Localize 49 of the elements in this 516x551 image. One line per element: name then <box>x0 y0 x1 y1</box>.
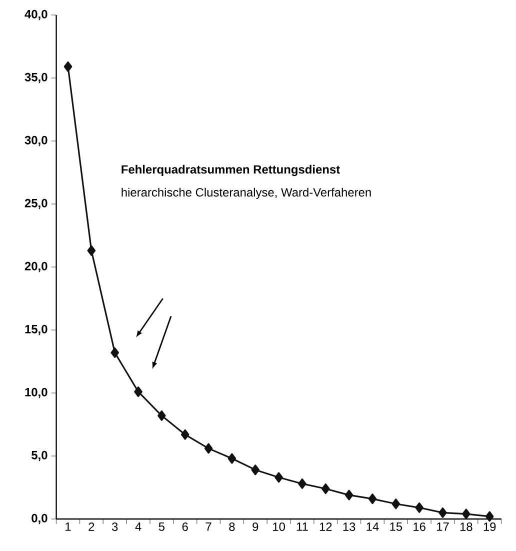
point <box>110 347 120 358</box>
point <box>158 410 166 421</box>
point <box>228 453 236 464</box>
x-tick-label: 7 <box>206 522 212 531</box>
y-tick-label: 10,0 <box>25 388 48 398</box>
y-tick-label: 25,0 <box>24 198 48 210</box>
x-tick-label: 18 <box>460 522 472 531</box>
point <box>180 429 190 440</box>
x-tick-label: 11 <box>296 522 308 531</box>
x-tick-label: 19 <box>484 522 496 531</box>
point <box>485 511 494 522</box>
y-tick-label: 15,0 <box>25 324 48 336</box>
point <box>64 61 72 72</box>
text: hierarchische Clusteranalyse, Ward-Verfaheren <box>122 188 371 199</box>
point <box>321 483 330 494</box>
point <box>462 508 470 520</box>
point <box>134 386 142 398</box>
x-tick-label: 12 <box>320 522 332 531</box>
point <box>204 443 213 454</box>
y-tick-label: 5,0 <box>32 450 48 462</box>
y-tick-label: 40,0 <box>24 10 48 20</box>
x-tick-label: 9 <box>252 522 258 531</box>
x-tick-label: 17 <box>436 522 449 531</box>
y-tick-label: 30,0 <box>24 136 48 146</box>
x-tick-label: 2 <box>88 522 94 531</box>
x-tick-label: 4 <box>135 522 142 531</box>
point <box>368 494 377 504</box>
point <box>251 464 260 476</box>
text: Fehlerquadratsummen Rettungsdienst <box>122 164 340 176</box>
x-tick-label: 13 <box>343 522 356 531</box>
y-tick-label: 35,0 <box>24 72 48 84</box>
x-tick-label: 16 <box>414 522 426 531</box>
point <box>274 472 283 483</box>
x-tick-label: 1 <box>66 522 71 531</box>
x-tick-label: 8 <box>229 522 235 531</box>
y-tick-label: 20,0 <box>24 262 48 272</box>
point <box>392 498 400 510</box>
point <box>344 490 354 500</box>
x-tick-label: 3 <box>112 522 118 531</box>
x-tick-label: 5 <box>158 522 164 531</box>
point <box>298 478 306 489</box>
point <box>438 507 447 518</box>
point <box>415 502 424 513</box>
y-tick-label: 0,0 <box>32 514 48 524</box>
x-tick-label: 6 <box>182 522 188 531</box>
point <box>87 245 96 256</box>
x-tick-label: 15 <box>390 522 402 531</box>
x-tick-label: 14 <box>366 522 379 531</box>
x-tick-label: 10 <box>273 522 285 531</box>
